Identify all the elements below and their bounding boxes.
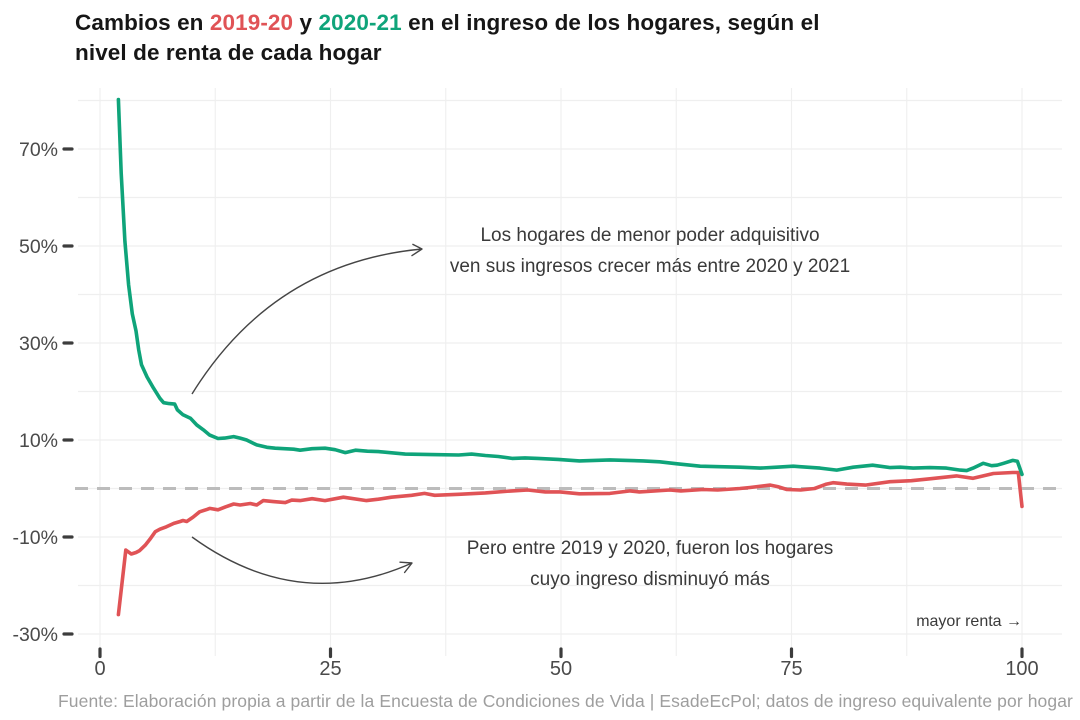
- title-text: Cambios en: [75, 10, 210, 35]
- x-tick-label: 100: [1005, 658, 1038, 680]
- series-line-2020-21: [116, 97, 1024, 477]
- title-text: en el ingreso de los hogares, según el: [401, 10, 820, 35]
- annotation-line: ven sus ingresos crecer más entre 2020 y…: [449, 256, 851, 277]
- annotation-line: cuyo ingreso disminuyó más: [530, 569, 770, 590]
- annotation-green-series: Los hogares de menor poder adquisitivo v…: [380, 220, 920, 282]
- x-axis-direction-note: mayor renta →: [916, 613, 1022, 630]
- arrow-to-green-annotation: [191, 248, 423, 395]
- y-tick-label: 10%: [19, 430, 58, 452]
- arrowhead-icon: [411, 243, 423, 257]
- y-tick-label: 50%: [19, 236, 58, 258]
- source-credit: Fuente: Elaboración propia a partir de l…: [58, 691, 1073, 711]
- chart-title-line: Cambios en 2019-20 y 2020-21 en el ingre…: [75, 8, 975, 38]
- annotation-red-series: Pero entre 2019 y 2020, fueron los hogar…: [380, 533, 920, 595]
- title-year-red: 2019-20: [209, 10, 294, 35]
- x-tick-label: 50: [550, 658, 572, 680]
- y-tick-label: 30%: [19, 333, 58, 355]
- chart-title-line: nivel de renta de cada hogar: [75, 38, 975, 68]
- y-tick-label: -30%: [12, 624, 58, 646]
- arrow-to-red-annotation: [191, 536, 413, 584]
- x-tick-label: 0: [94, 658, 105, 680]
- series-line-2019-20: [116, 470, 1024, 617]
- arrowhead-icon: [399, 561, 413, 574]
- chart-title: Cambios en 2019-20 y 2020-21 en el ingre…: [75, 8, 975, 68]
- x-tick-label: 75: [780, 658, 802, 680]
- x-tick-label: 25: [319, 658, 341, 680]
- annotation-line: Pero entre 2019 y 2020, fueron los hogar…: [466, 538, 834, 559]
- title-text: nivel de renta de cada hogar: [75, 40, 382, 65]
- title-year-green: 2020-21: [318, 10, 402, 35]
- annotation-line: Los hogares de menor poder adquisitivo: [480, 225, 820, 246]
- y-tick-label: 70%: [19, 139, 58, 161]
- title-text: y: [293, 10, 319, 35]
- y-tick-label: -10%: [12, 527, 58, 549]
